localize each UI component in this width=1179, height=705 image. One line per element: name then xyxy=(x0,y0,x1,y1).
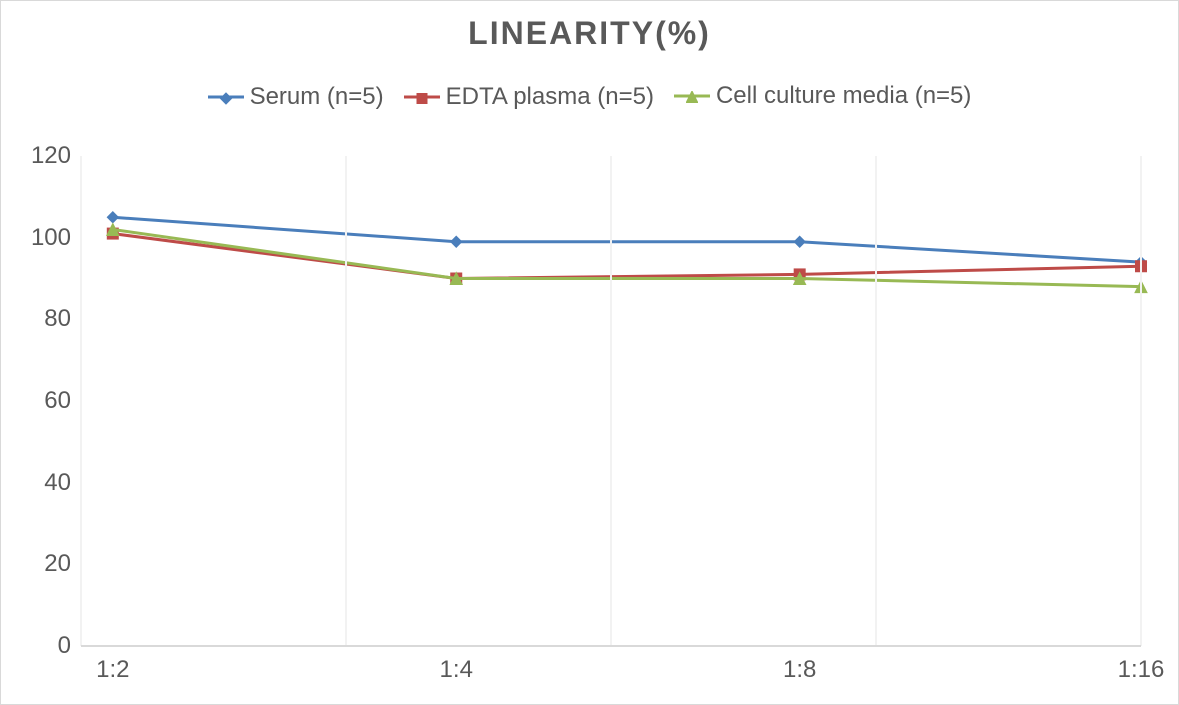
legend-marker xyxy=(674,90,710,102)
legend-label: EDTA plasma (n=5) xyxy=(446,83,654,111)
x-tick-label: 1:16 xyxy=(1118,646,1165,684)
chart-title: LINEARITY(%) xyxy=(1,15,1178,52)
gridline-vertical xyxy=(875,156,877,646)
legend-marker xyxy=(208,91,244,102)
series-line xyxy=(113,230,1141,287)
legend-marker xyxy=(404,91,440,102)
x-axis-line xyxy=(81,645,1141,647)
gridline-vertical xyxy=(1140,156,1142,646)
y-tick-label: 0 xyxy=(58,632,81,660)
series-marker xyxy=(107,212,118,223)
legend-label: Cell culture media (n=5) xyxy=(716,82,971,110)
series-marker xyxy=(451,236,462,247)
y-tick-label: 20 xyxy=(44,550,81,578)
legend-item: EDTA plasma (n=5) xyxy=(404,83,654,111)
linearity-chart: LINEARITY(%) Serum (n=5) EDTA plasma (n=5… xyxy=(0,0,1179,705)
x-tick-label: 1:4 xyxy=(440,646,473,684)
plot-area: 0204060801001201:21:41:81:16 xyxy=(81,156,1141,646)
x-tick-label: 1:2 xyxy=(96,646,129,684)
gridline-vertical xyxy=(610,156,612,646)
x-tick-label: 1:8 xyxy=(783,646,816,684)
legend-item: Serum (n=5) xyxy=(208,83,384,111)
legend-label: Serum (n=5) xyxy=(250,83,384,111)
y-tick-label: 40 xyxy=(44,469,81,497)
legend-item: Cell culture media (n=5) xyxy=(674,82,971,110)
chart-title-text: LINEARITY(%) xyxy=(468,15,711,51)
gridline-vertical xyxy=(345,156,347,646)
y-tick-label: 60 xyxy=(44,387,81,415)
chart-legend: Serum (n=5) EDTA plasma (n=5) Cell culture… xyxy=(1,81,1178,111)
y-tick-label: 100 xyxy=(31,224,81,252)
y-tick-label: 120 xyxy=(31,142,81,170)
series-marker xyxy=(794,236,805,247)
series-line xyxy=(113,217,1141,262)
y-tick-label: 80 xyxy=(44,305,81,333)
